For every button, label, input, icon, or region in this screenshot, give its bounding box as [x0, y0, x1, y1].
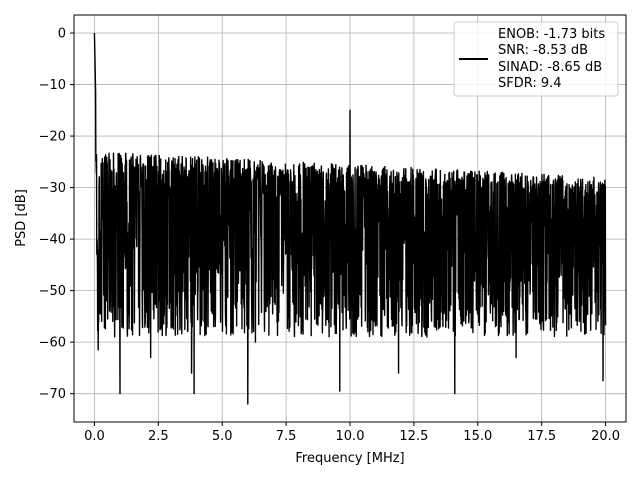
x-tick-label: 20.0 — [591, 429, 620, 444]
y-tick-label: 0 — [58, 27, 66, 42]
y-axis-label: PSD [dB] — [14, 189, 29, 247]
legend-sfdr: SFDR: 9.4 — [498, 76, 562, 91]
x-tick-label: 5.0 — [212, 429, 233, 444]
legend-enob: ENOB: -1.73 bits — [498, 27, 605, 42]
x-tick-label: 12.5 — [399, 429, 428, 444]
y-tick-label: −60 — [39, 336, 66, 351]
x-tick-label: 15.0 — [463, 429, 492, 444]
legend-sinad: SINAD: -8.65 dB — [498, 60, 602, 75]
x-tick-label: 2.5 — [148, 429, 169, 444]
legend-snr: SNR: -8.53 dB — [498, 43, 588, 58]
axis-ticks: 0.0 2.5 5.0 7.5 10.0 12.5 15.0 17.5 20.0 0 −10 −20 −… — [39, 27, 620, 444]
psd-trace — [93, 33, 607, 405]
y-tick-label: −50 — [39, 284, 66, 299]
legend: ENOB: -1.73 bits SNR: -8.53 dB SINAD: -8… — [453, 21, 619, 97]
x-tick-label: 17.5 — [527, 429, 556, 444]
x-tick-label: 0.0 — [84, 429, 105, 444]
y-tick-label: −30 — [39, 181, 66, 196]
x-tick-label: 10.0 — [336, 429, 365, 444]
series-psd — [93, 33, 607, 405]
y-tick-label: −70 — [39, 387, 66, 402]
y-tick-label: −40 — [39, 233, 66, 248]
y-tick-label: −20 — [39, 130, 66, 145]
y-tick-label: −10 — [39, 78, 66, 93]
x-axis-label: Frequency [MHz] — [295, 451, 404, 466]
legend-box — [453, 21, 619, 97]
x-tick-label: 7.5 — [276, 429, 297, 444]
